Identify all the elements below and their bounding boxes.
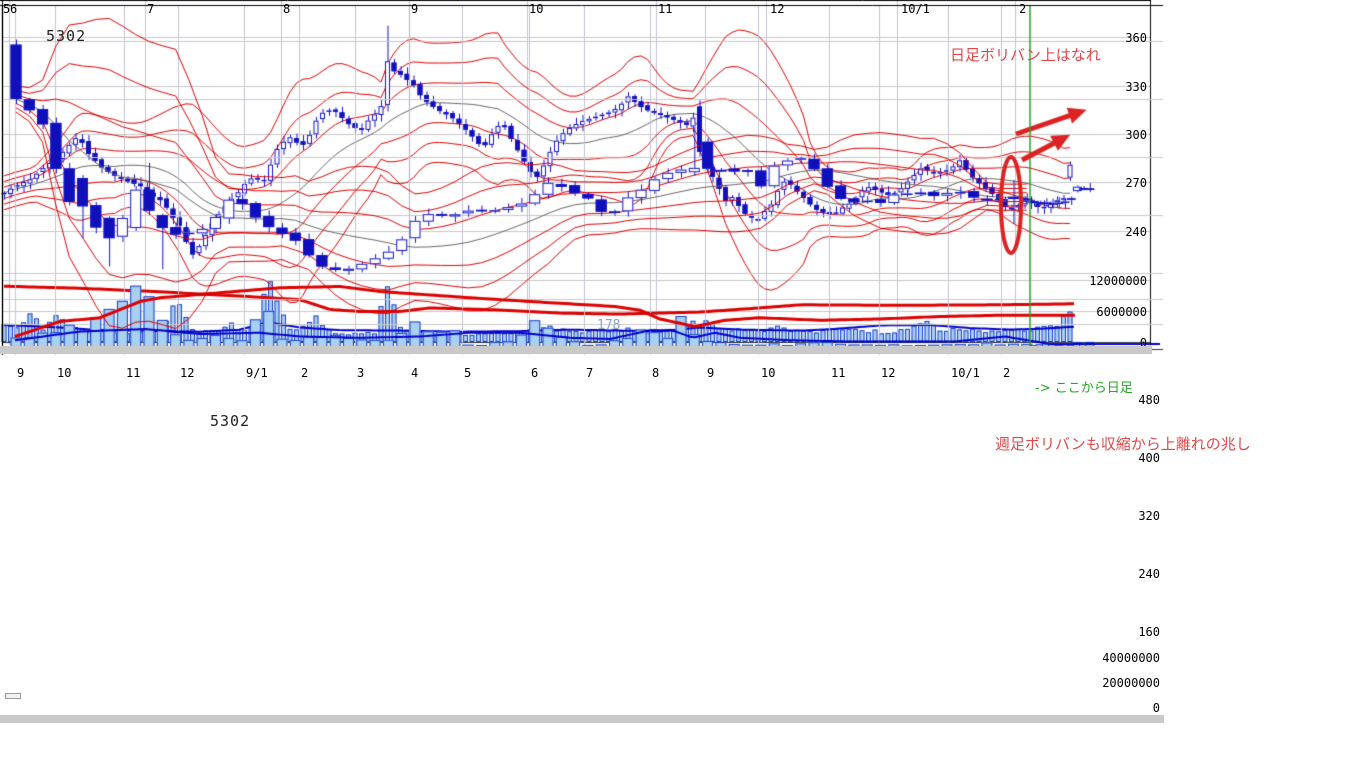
weekly-breakout-annotation: 週足ボリバンも収縮から上離れの兆し — [995, 435, 1251, 453]
weekly-x-axis-label: 6 — [531, 366, 539, 380]
weekly-x-axis-label: 4 — [411, 366, 419, 380]
daily-x-axis-label: 10 — [529, 2, 544, 16]
weekly-price-tick: 480 — [1138, 393, 1160, 407]
weekly-x-axis-label: 9/1 — [246, 366, 268, 380]
daily-price-tick: 240 — [1125, 225, 1147, 239]
weekly-chart-canvas[interactable] — [0, 0, 1366, 410]
daily-x-axis-label: 8 — [283, 2, 291, 16]
daily-x-axis-label: 10/1 — [901, 2, 930, 16]
daily-symbol-label: 5302 — [46, 27, 87, 45]
daily-x-axis-label: 7 — [147, 2, 155, 16]
daily-x-axis-label: 12 — [770, 2, 785, 16]
weekly-price-tick: 400 — [1138, 451, 1160, 465]
weekly-x-axis-label: 12 — [180, 366, 195, 380]
weekly-x-axis-label: 10 — [57, 366, 72, 380]
daily-x-axis-label: 6 — [10, 2, 18, 16]
daily-price-tick: 300 — [1125, 128, 1147, 142]
weekly-volume-tick: 40000000 — [1102, 651, 1160, 665]
daily-x-axis-label: 9 — [411, 2, 419, 16]
daily-price-tick: 270 — [1125, 176, 1147, 190]
daily-breakout-annotation: 日足ボリバン上はなれ — [950, 46, 1101, 64]
weekly-price-tick: 320 — [1138, 509, 1160, 523]
weekly-x-axis-label: 10 — [761, 366, 776, 380]
daily-x-axis-label: 5 — [3, 2, 11, 16]
daily-scrollbar-thumb[interactable] — [5, 693, 21, 699]
weekly-x-axis-label: 2 — [1003, 366, 1011, 380]
weekly-x-axis-label: 11 — [831, 366, 846, 380]
weekly-volume-tick: 0 — [1152, 701, 1160, 715]
weekly-scrollbar[interactable] — [0, 715, 1164, 723]
weekly-price-tick: 240 — [1138, 567, 1160, 581]
weekly-x-axis-label: 12 — [881, 366, 896, 380]
daily-volume-tick: 0 — [1139, 336, 1147, 350]
weekly-x-axis-label: 9 — [17, 366, 25, 380]
weekly-x-axis-label: 3 — [357, 366, 365, 380]
weekly-x-axis-label: 9 — [707, 366, 715, 380]
weekly-x-axis-label: 5 — [464, 366, 472, 380]
daily-volume-tick: 6000000 — [1096, 305, 1147, 319]
weekly-x-axis-label: 11 — [126, 366, 141, 380]
daily-x-axis-label: 11 — [658, 2, 673, 16]
daily-watermark: 178 — [597, 318, 621, 333]
daily-x-axis-label: 2 — [1019, 2, 1027, 16]
daily-price-tick: 360 — [1125, 31, 1147, 45]
weekly-price-tick: 160 — [1138, 625, 1160, 639]
weekly-x-axis-label: 7 — [586, 366, 594, 380]
daily-start-note: -> ここから日足 — [1035, 381, 1133, 396]
weekly-x-axis-label: 2 — [301, 366, 309, 380]
weekly-x-axis-label: 8 — [652, 366, 660, 380]
weekly-x-axis-label: 10/1 — [951, 366, 980, 380]
weekly-symbol-label: 5302 — [210, 412, 251, 430]
weekly-volume-tick: 20000000 — [1102, 676, 1160, 690]
daily-scrollbar[interactable] — [0, 346, 1152, 699]
daily-price-tick: 330 — [1125, 80, 1147, 94]
daily-volume-tick: 12000000 — [1089, 274, 1147, 288]
